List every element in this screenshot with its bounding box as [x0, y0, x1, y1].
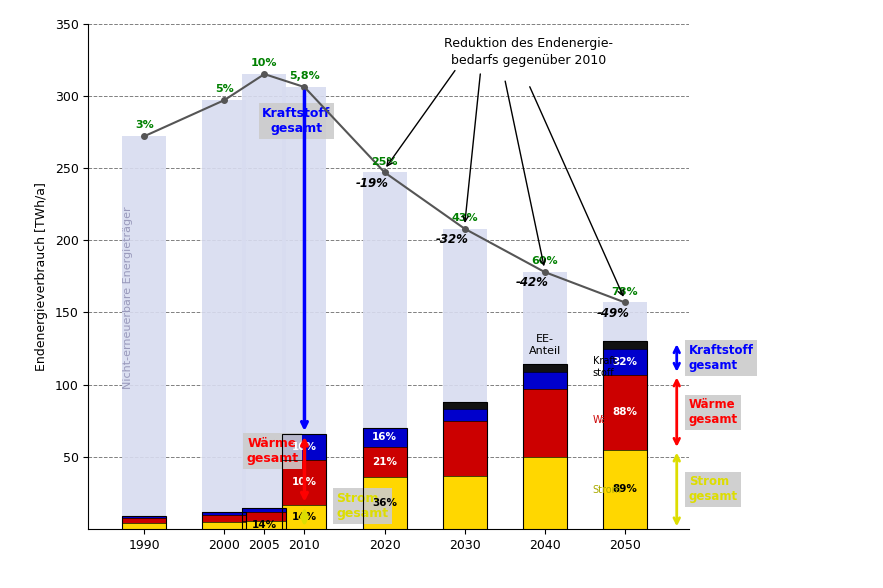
Text: Nicht-erneuerbare Energieträger: Nicht-erneuerbare Energieträger [124, 207, 133, 389]
Bar [243, 512, 286, 520]
Bar [603, 302, 646, 529]
Text: 10%: 10% [292, 477, 317, 487]
Text: Strom
gesamt: Strom gesamt [336, 492, 389, 520]
Bar [123, 523, 166, 529]
Bar [363, 428, 406, 447]
Text: 10%: 10% [251, 58, 277, 68]
Text: -19%: -19% [356, 177, 389, 190]
Bar [363, 447, 406, 477]
Bar [243, 507, 286, 529]
Text: -32%: -32% [436, 233, 469, 246]
Text: Wärme: Wärme [592, 415, 627, 425]
Bar [523, 365, 567, 372]
Bar [283, 460, 327, 505]
Text: Reduktion des Endenergie-
bedarfs gegenüber 2010: Reduktion des Endenergie- bedarfs gegenü… [444, 36, 613, 66]
Bar [123, 136, 166, 529]
Text: 3%: 3% [135, 121, 154, 131]
Text: 5%: 5% [215, 84, 234, 94]
Y-axis label: Endenergieverbrauch [TWh/a]: Endenergieverbrauch [TWh/a] [34, 182, 48, 371]
Bar [202, 514, 246, 522]
Bar [603, 349, 646, 375]
Text: 32%: 32% [612, 356, 638, 366]
Text: 5,8%: 5,8% [289, 71, 320, 81]
Bar [243, 74, 286, 529]
Text: 89%: 89% [612, 485, 638, 495]
Text: 21%: 21% [372, 457, 397, 467]
Bar [283, 434, 327, 460]
Bar [523, 389, 567, 457]
Text: 88%: 88% [612, 407, 638, 417]
Bar [202, 512, 246, 529]
Bar [123, 516, 166, 517]
Text: Kraft-
stoff: Kraft- stoff [592, 356, 620, 378]
Bar [202, 512, 246, 514]
Text: Strom: Strom [592, 485, 622, 495]
Text: 78%: 78% [611, 286, 638, 296]
Text: 60%: 60% [532, 256, 558, 266]
Text: 43%: 43% [451, 213, 478, 223]
Bar [363, 428, 406, 529]
Bar [442, 229, 487, 529]
Bar [442, 476, 487, 529]
Text: EE-
Anteil: EE- Anteil [529, 334, 561, 356]
Bar [442, 409, 487, 421]
Bar [603, 375, 646, 450]
Text: 10%: 10% [292, 442, 317, 452]
Bar [442, 402, 487, 409]
Bar [603, 450, 646, 529]
Bar [243, 507, 286, 512]
Text: Kraftstoff
gesamt: Kraftstoff gesamt [689, 344, 754, 372]
Bar [523, 457, 567, 529]
Bar [202, 100, 246, 529]
Text: Wärme
gesamt: Wärme gesamt [246, 437, 298, 465]
Text: Kraftstoff
gesamt: Kraftstoff gesamt [262, 107, 330, 135]
Bar [243, 520, 286, 529]
Text: Wärme
gesamt: Wärme gesamt [689, 398, 738, 426]
Bar [123, 517, 166, 523]
Bar [442, 421, 487, 476]
Bar [603, 342, 646, 349]
Bar [523, 272, 567, 529]
Bar [523, 365, 567, 529]
Text: 14%: 14% [292, 512, 317, 522]
Bar [363, 477, 406, 529]
Text: Strom
gesamt: Strom gesamt [689, 476, 738, 503]
Text: 25%: 25% [371, 156, 397, 166]
Bar [283, 505, 327, 529]
Bar [603, 342, 646, 529]
Bar [202, 522, 246, 529]
Text: 14%: 14% [252, 520, 277, 530]
Bar [283, 434, 327, 529]
Bar [123, 516, 166, 529]
Text: 16%: 16% [372, 432, 397, 442]
Bar [283, 87, 327, 529]
Text: -49%: -49% [596, 307, 629, 320]
Bar [442, 402, 487, 529]
Text: -42%: -42% [517, 276, 549, 289]
Bar [363, 172, 406, 529]
Bar [523, 372, 567, 389]
Text: 36%: 36% [372, 498, 397, 508]
